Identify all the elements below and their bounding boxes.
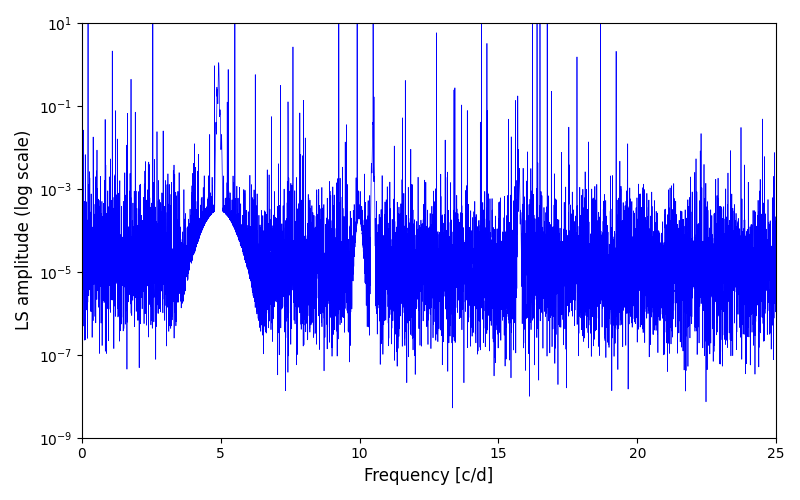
X-axis label: Frequency [c/d]: Frequency [c/d] — [364, 467, 494, 485]
Y-axis label: LS amplitude (log scale): LS amplitude (log scale) — [15, 130, 33, 330]
